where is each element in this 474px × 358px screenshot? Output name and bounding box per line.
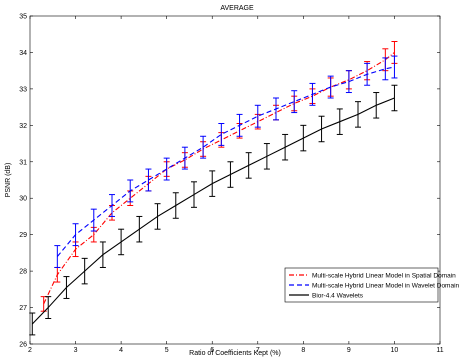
error-bar — [345, 70, 352, 94]
x-tick-label: 9 — [347, 347, 351, 354]
legend-label: Multi-scale Hybrid Linear Model in Wavel… — [312, 282, 460, 289]
y-tick-label: 33 — [19, 86, 27, 93]
error-bar — [327, 75, 334, 99]
x-tick-label: 7 — [256, 347, 260, 354]
error-bar — [373, 92, 380, 119]
chart-title: AVERAGE — [220, 5, 254, 12]
y-tick-label: 28 — [19, 269, 27, 276]
x-axis-title: Ratio of Coefficients Kept (%) — [189, 350, 281, 357]
y-tick-label: 35 — [19, 14, 27, 21]
x-tick-label: 4 — [119, 347, 123, 354]
y-tick-label: 32 — [19, 123, 27, 130]
legend-label: Multi-scale Hybrid Linear Model in Spati… — [312, 272, 456, 279]
error-bar — [99, 241, 106, 268]
error-bar — [273, 97, 279, 121]
error-bar — [254, 104, 261, 128]
error-bar — [391, 84, 398, 112]
error-bar — [309, 82, 316, 106]
error-bar — [263, 143, 270, 170]
x-tick-label: 10 — [391, 347, 399, 354]
error-bar — [300, 124, 307, 152]
error-bar — [318, 115, 325, 143]
x-tick-label: 6 — [210, 347, 214, 354]
legend-label: Bior-4.4 Wavelets — [312, 292, 364, 299]
x-tick-label: 2 — [28, 347, 32, 354]
legend: Multi-scale Hybrid Linear Model in Spati… — [284, 267, 460, 303]
legend-box — [284, 267, 439, 303]
error-bar — [45, 296, 52, 319]
error-bar — [154, 203, 161, 230]
series-2 — [29, 84, 398, 336]
y-tick-label: 30 — [19, 196, 27, 203]
error-bar — [291, 90, 298, 114]
y-axis-title: PSNR (dB) — [5, 163, 12, 198]
error-bar — [118, 228, 125, 256]
x-tick-label: 8 — [301, 347, 305, 354]
x-tick-label: 11 — [436, 347, 443, 354]
error-bar — [227, 161, 234, 188]
error-bar — [218, 123, 225, 146]
error-bar — [63, 276, 70, 299]
error-bar — [172, 192, 179, 219]
y-tick-label: 27 — [19, 305, 27, 312]
error-bar — [81, 257, 88, 285]
error-bar — [364, 62, 371, 86]
error-bar — [163, 157, 170, 181]
error-bar — [29, 312, 36, 336]
error-bar — [109, 194, 115, 217]
error-bar — [209, 170, 216, 197]
error-bar — [127, 179, 134, 203]
y-tick-label: 29 — [19, 232, 27, 239]
error-bar — [236, 113, 243, 137]
error-bar — [355, 101, 361, 128]
error-bar — [191, 181, 197, 208]
error-bar — [391, 55, 398, 79]
error-bar — [136, 215, 143, 243]
error-bar — [245, 152, 252, 179]
series-1 — [54, 55, 398, 268]
series-line — [56, 66, 395, 257]
error-bar — [90, 208, 97, 232]
x-tick-label: 3 — [74, 347, 78, 354]
error-bar — [145, 168, 152, 192]
y-tick-label: 26 — [19, 342, 27, 349]
error-bar — [54, 245, 61, 268]
series-layer — [29, 41, 398, 336]
error-bar — [181, 146, 188, 170]
y-tick-label: 34 — [19, 50, 27, 57]
y-tick-label: 31 — [19, 159, 27, 166]
error-bar — [382, 57, 389, 81]
error-bar — [336, 108, 343, 135]
error-bar — [72, 223, 79, 247]
error-bar — [200, 135, 207, 159]
x-tick-label: 5 — [165, 347, 169, 354]
error-bar — [282, 133, 289, 161]
